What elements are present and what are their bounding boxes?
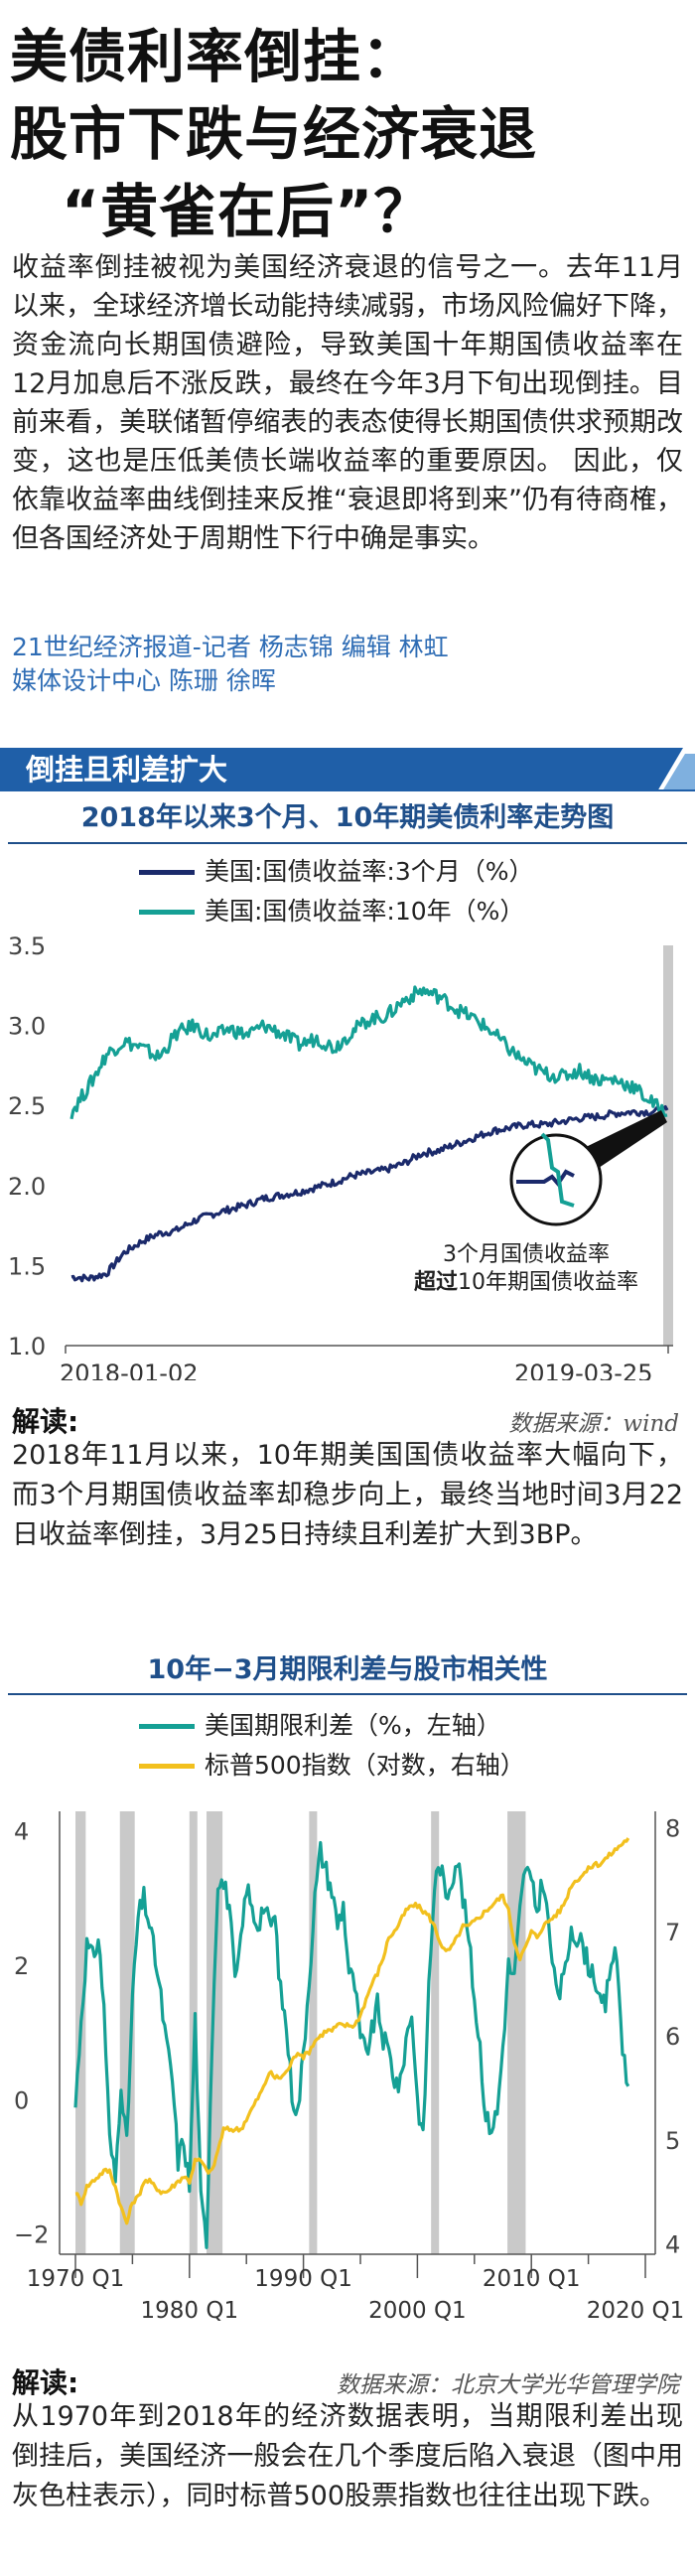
chart2-plot: −2 0 2 4 4 5 6 7 8 1970 Q1 1990 Q1 2010 Q1 1980 Q1 20… [14,1811,685,2324]
chart2-explain-label: 解读: [12,2366,79,2399]
annotation-bold: 超过 [414,1270,458,1295]
series-10-year-line [70,985,668,1120]
chart2-x-tick-label: 2000 Q1 [368,2298,467,2324]
section-banner-title: 倒挂且利差扩大 [26,753,228,787]
chart2-x-tick-label: 2010 Q1 [483,2266,581,2292]
series-3-month-line [70,1105,669,1283]
headline-line-3: “黄雀在后”？ [62,178,433,245]
chart1-explain-label: 解读: [12,1405,79,1438]
chart1-y-tick-label: 2.5 [8,1092,46,1120]
chart1-y-tick-label: 1.0 [8,1333,46,1360]
chart1-plot: 1.0 1.5 2.0 2.5 3.0 3.5 2018-01-02 2019-03-25 3个… [8,933,673,1380]
zoom-10-year-line [540,1132,575,1208]
legend-swatch-gold [139,1763,195,1769]
chart2-divider [8,1693,687,1695]
chart2-title: 10年−3月期限利差与股市相关性 [147,1654,548,1685]
headline-line-1: 美债利率倒挂： [10,23,421,90]
headline: 美债利率倒挂： 股市下跌与经济衰退 “黄雀在后”？ [10,18,685,250]
chart2-y-right-tick-label: 5 [665,2127,680,2155]
chart2-y-right-tick-label: 7 [665,1919,680,1946]
legend-label-sp500: 标普500指数（对数，右轴） [205,1751,525,1780]
chart1-y-tick-label: 3.5 [8,933,46,960]
chart1-divider [8,842,687,844]
chart2-x-tick-label: 2020 Q1 [587,2298,685,2324]
recession-bar [119,1811,135,2254]
chart2-x-tick-label: 1970 Q1 [27,2266,125,2292]
chart1-legend-10y: 美国:国债收益率:10年（%） [139,892,534,931]
legend-swatch-navy [139,869,195,875]
chart2-explain-text: 从1970年到2018年的经济数据表明，当期限利差出现倒挂后，美国经济一般会在几… [12,2401,683,2511]
byline: 21世纪经济报道-记者 杨志锦 编辑 林虹 媒体设计中心 陈珊 徐晖 [12,631,683,698]
chart1-y-tick-label: 3.0 [8,1013,46,1041]
chart2-y-left-tick-label: −2 [14,2221,49,2249]
byline-reporter: 21世纪经济报道-记者 杨志锦 编辑 林虹 [12,633,449,661]
chart1-x-tick-label: 2019-03-25 [514,1360,652,1380]
legend-swatch-teal [139,909,195,915]
legend-swatch-teal-2 [139,1723,195,1729]
annotation-line-2: 超过10年期国债收益率 [414,1270,638,1295]
chart2-legend: 美国期限利差（%，左轴） 标普500指数（对数，右轴） [139,1706,525,1786]
chart1-source: 数据来源：wind [508,1411,679,1437]
headline-line-2: 股市下跌与经济衰退 [10,100,538,168]
chart2-y-right-tick-label: 4 [665,2231,680,2259]
chart2-x-tick-label: 1990 Q1 [254,2266,352,2292]
chart1-title: 2018年以来3个月、10年期美债利率走势图 [80,802,615,833]
chart2-legend-spread: 美国期限利差（%，左轴） [139,1706,525,1746]
legend-label-spread: 美国期限利差（%，左轴） [205,1711,501,1740]
section-banner [0,748,695,791]
sp500-line [74,1837,630,2225]
chart1-legend: 美国:国债收益率:3个月（%） 美国:国债收益率:10年（%） [139,852,534,931]
chart2-y-left-tick-label: 4 [14,1818,29,1846]
chart1-y-tick-label: 1.5 [8,1252,46,1280]
chart1-y-tick-label: 2.0 [8,1173,46,1201]
zoom-3-month-line [516,1169,575,1188]
chart2-legend-sp500: 标普500指数（对数，右轴） [139,1746,525,1786]
legend-label-10y: 美国:国债收益率:10年（%） [205,897,525,926]
annotation-line-1: 3个月国债收益率 [443,1242,610,1267]
byline-design: 媒体设计中心 陈珊 徐晖 [12,666,276,695]
chart2-y-right-tick-label: 8 [665,1814,680,1842]
latest-date-highlight [663,945,673,1346]
chart2-y-left-tick-label: 2 [14,1952,29,1980]
chart2-source: 数据来源：北京大学光华管理学院 [337,2372,679,2398]
chart2-x-tick-label: 1980 Q1 [141,2298,239,2324]
chart2-y-left-tick-label: 0 [14,2086,29,2114]
chart2-y-right-tick-label: 6 [665,2023,680,2051]
chart1-legend-3m: 美国:国债收益率:3个月（%） [139,852,534,892]
annotation-rest: 10年期国债收益率 [458,1270,638,1295]
chart1-explain-text: 2018年11月以来，10年期美国国债收益率大幅向下，而3个月期国债收益率却稳步… [12,1440,683,1550]
recession-bar [309,1811,318,2254]
term-spread-line [73,1840,630,2249]
chart1-x-tick-label: 2018-01-02 [60,1360,198,1380]
legend-label-3m: 美国:国债收益率:3个月（%） [205,857,534,886]
intro-paragraph: 收益率倒挂被视为美国经济衰退的信号之一。去年11月以来，全球经济增长动能持续减弱… [12,252,683,554]
recession-bar [431,1811,440,2254]
zoom-pointer [584,1110,667,1170]
